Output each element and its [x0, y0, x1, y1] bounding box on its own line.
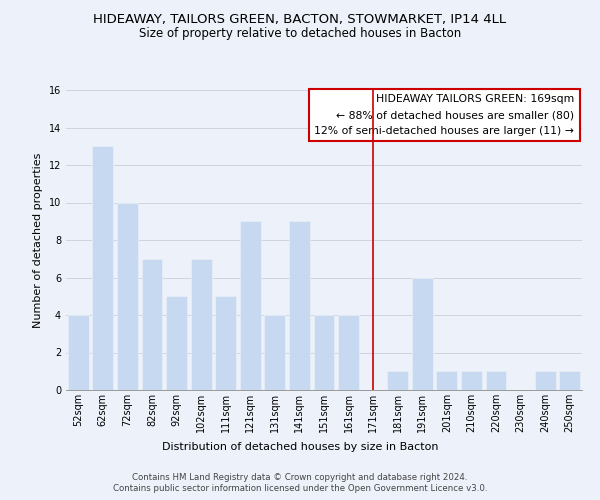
- Bar: [461, 371, 482, 390]
- Bar: [240, 221, 261, 390]
- Text: Distribution of detached houses by size in Bacton: Distribution of detached houses by size …: [162, 442, 438, 452]
- Bar: [191, 259, 212, 390]
- Y-axis label: Number of detached properties: Number of detached properties: [33, 152, 43, 328]
- Bar: [215, 296, 236, 390]
- Text: HIDEAWAY TAILORS GREEN: 169sqm
← 88% of detached houses are smaller (80)
12% of : HIDEAWAY TAILORS GREEN: 169sqm ← 88% of …: [314, 94, 574, 136]
- Bar: [485, 371, 506, 390]
- Bar: [68, 315, 89, 390]
- Bar: [387, 371, 408, 390]
- Bar: [412, 278, 433, 390]
- Bar: [436, 371, 457, 390]
- Text: Contains HM Land Registry data © Crown copyright and database right 2024.: Contains HM Land Registry data © Crown c…: [132, 472, 468, 482]
- Text: HIDEAWAY, TAILORS GREEN, BACTON, STOWMARKET, IP14 4LL: HIDEAWAY, TAILORS GREEN, BACTON, STOWMAR…: [94, 12, 506, 26]
- Text: Contains public sector information licensed under the Open Government Licence v3: Contains public sector information licen…: [113, 484, 487, 493]
- Text: Size of property relative to detached houses in Bacton: Size of property relative to detached ho…: [139, 28, 461, 40]
- Bar: [559, 371, 580, 390]
- Bar: [289, 221, 310, 390]
- Bar: [166, 296, 187, 390]
- Bar: [117, 202, 138, 390]
- Bar: [338, 315, 359, 390]
- Bar: [142, 259, 163, 390]
- Bar: [92, 146, 113, 390]
- Bar: [265, 315, 286, 390]
- Bar: [314, 315, 334, 390]
- Bar: [535, 371, 556, 390]
